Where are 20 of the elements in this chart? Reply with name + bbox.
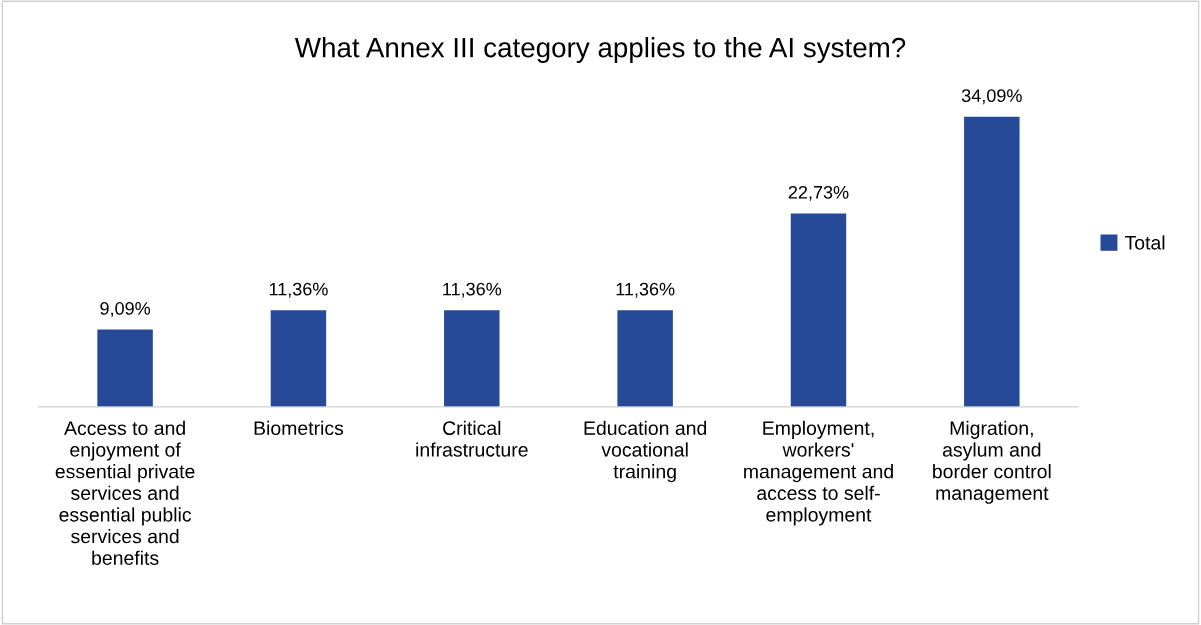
bar	[964, 116, 1020, 407]
data-label: 11,36%	[616, 282, 675, 298]
data-label: 9,09%	[100, 302, 151, 317]
x-tick-label: Critical infrastructure	[416, 420, 528, 457]
chart-title: What Annex III category applies to the AI system?	[294, 37, 906, 63]
bar	[270, 310, 327, 407]
data-label: 34,09%	[961, 89, 1022, 105]
bar	[444, 310, 500, 407]
legend-label: Total	[1124, 235, 1165, 250]
x-tick-label: Migration, asylum and border control management	[933, 420, 1051, 504]
data-label: 11,36%	[443, 282, 502, 298]
bar	[617, 310, 673, 407]
data-label: 11,36%	[269, 282, 328, 298]
bar	[97, 329, 153, 407]
bar	[790, 213, 847, 407]
data-label: 22,73%	[788, 185, 849, 201]
x-tick-label: Biometrics	[254, 420, 344, 436]
x-tick-label: Access to and enjoyment of essential private services and essential public services and benefits	[55, 420, 195, 565]
x-tick-label: Employment, workers' management and access to self- employment	[744, 420, 893, 526]
x-tick-label: Education and vocational training	[584, 420, 707, 483]
